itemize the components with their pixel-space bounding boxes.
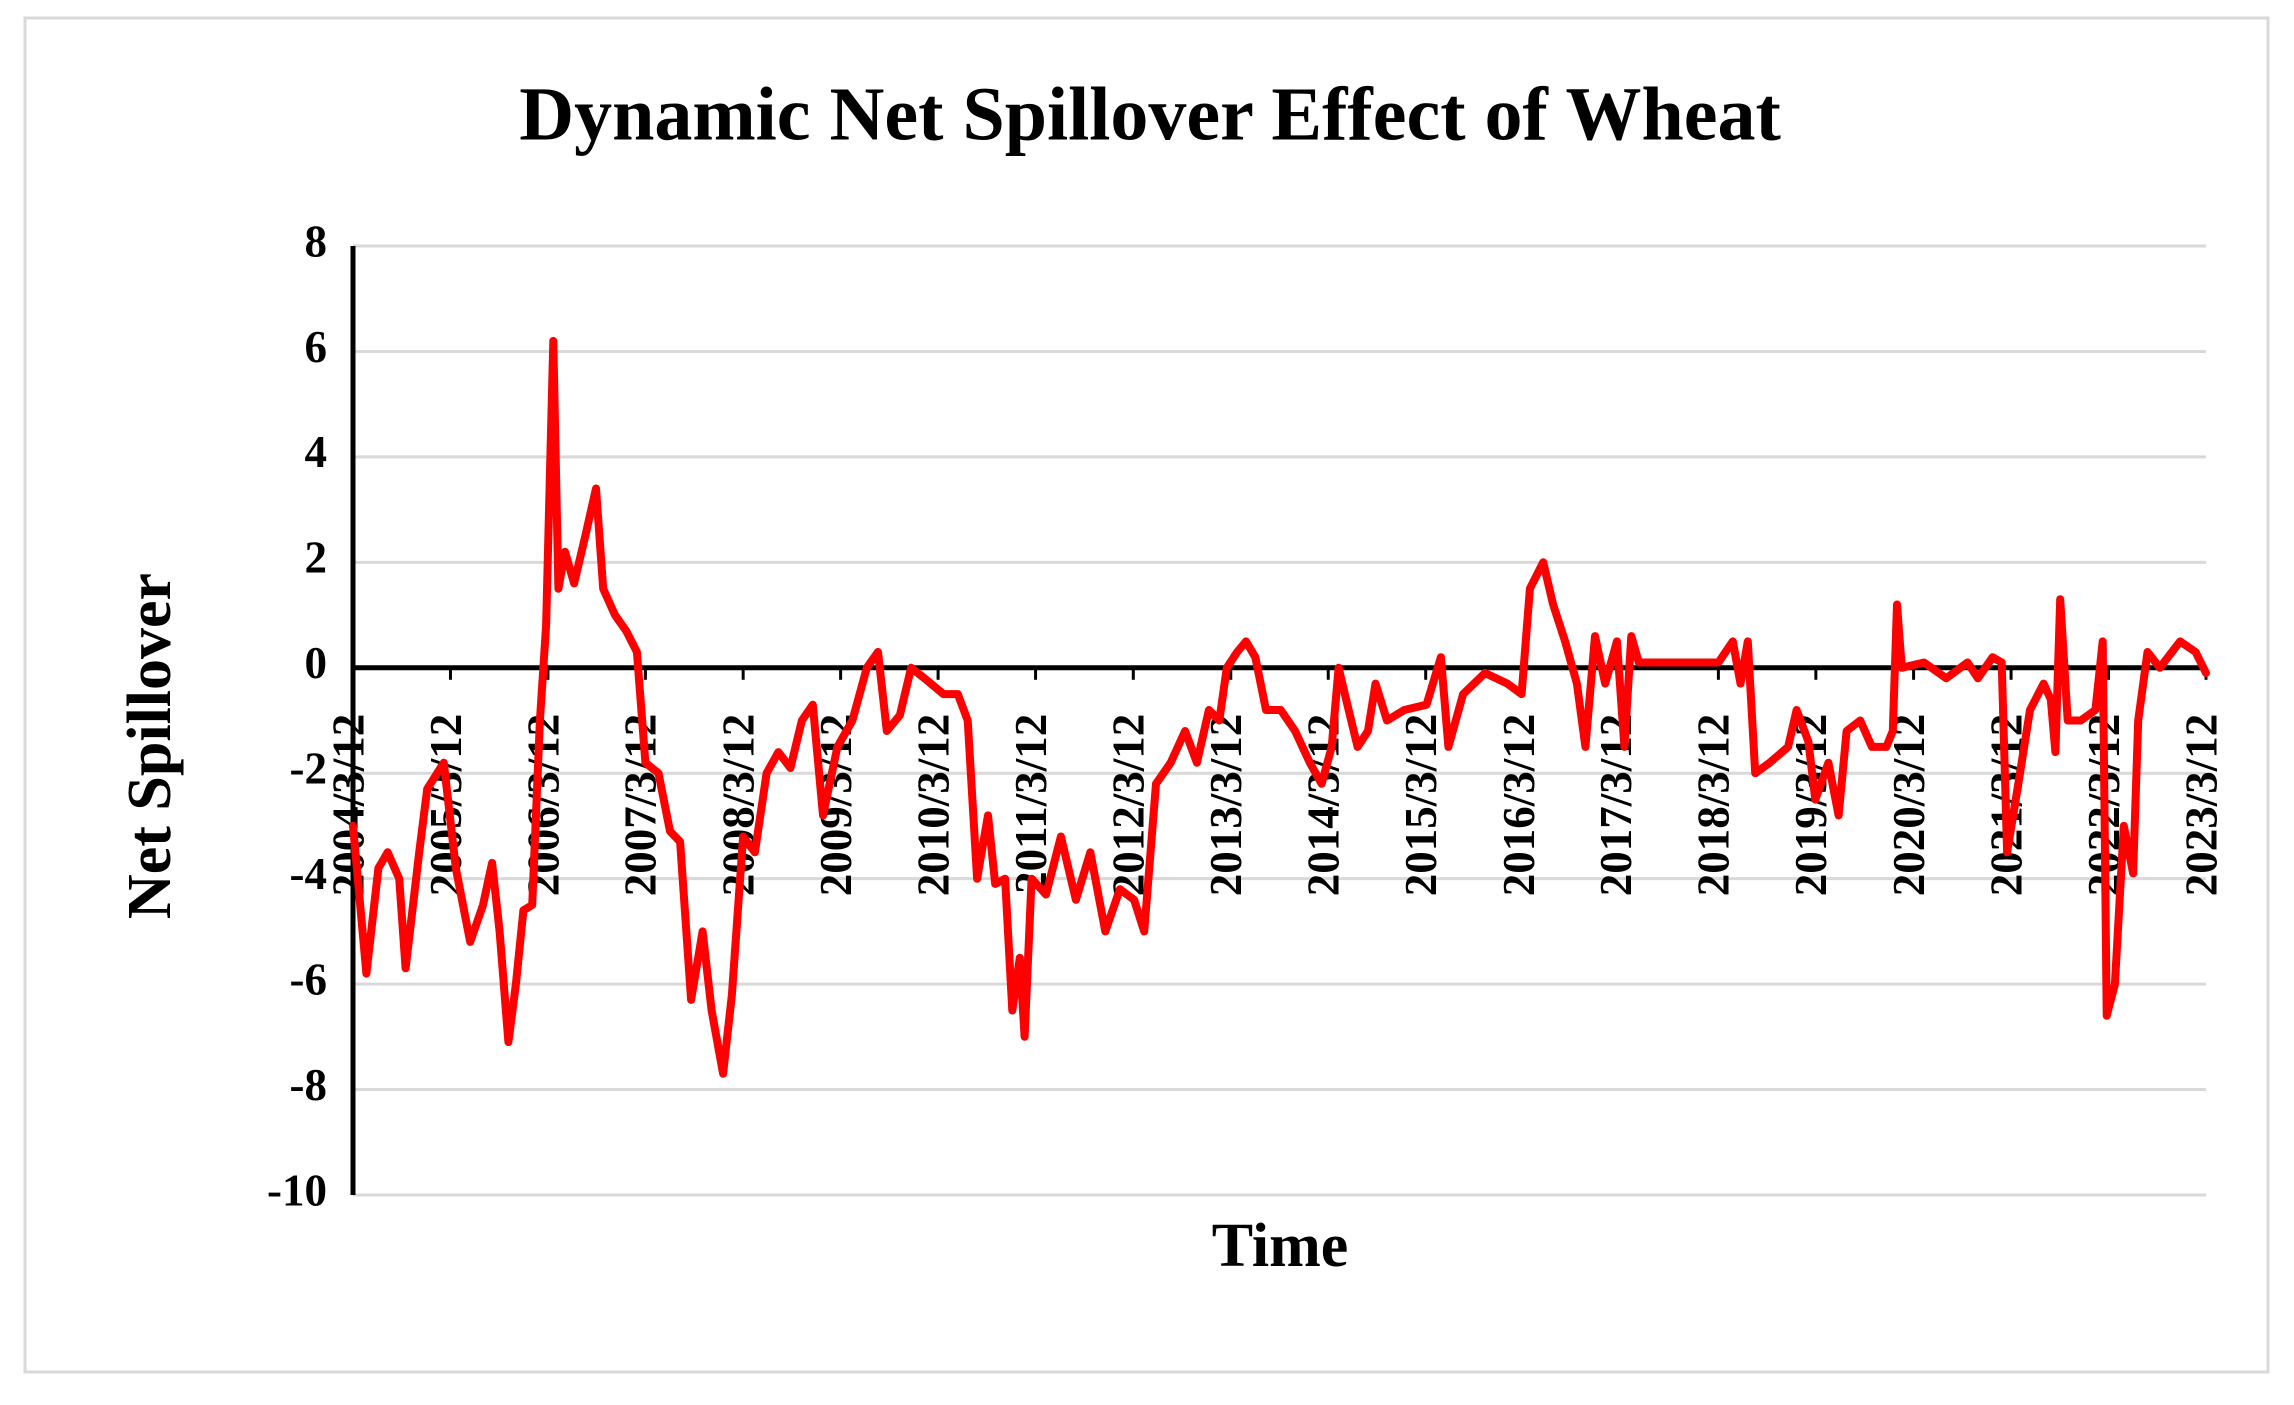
y-tick-label: 8 (305, 216, 328, 266)
y-tick-label: 0 (305, 638, 328, 688)
y-tick-label: 2 (305, 533, 328, 583)
x-tick-label: 2004/3/12 (323, 714, 373, 897)
x-tick-label: 2023/3/12 (2176, 714, 2226, 897)
x-tick-label: 2018/3/12 (1689, 714, 1739, 897)
x-tick-label: 2017/3/12 (1591, 714, 1641, 897)
y-tick-label: -10 (267, 1165, 327, 1215)
y-tick-label: 4 (305, 427, 328, 477)
y-axis-label: Net Spillover (116, 573, 184, 919)
x-tick-label: 2006/3/12 (518, 714, 568, 897)
chart-title: Dynamic Net Spillover Effect of Wheat (519, 72, 1781, 156)
y-tick-label: 6 (305, 322, 328, 372)
y-tick-label: -4 (290, 849, 328, 899)
x-axis-label: Time (1212, 1212, 1349, 1280)
x-tick-label: 2015/3/12 (1396, 714, 1446, 897)
y-tick-label: -6 (290, 954, 328, 1004)
x-tick-label: 2016/3/12 (1494, 714, 1544, 897)
x-tick-label: 2012/3/12 (1104, 714, 1154, 897)
x-tick-label: 2020/3/12 (1884, 714, 1934, 897)
y-tick-label: -2 (290, 744, 328, 794)
x-tick-label: 2010/3/12 (908, 714, 958, 897)
y-tick-label: -8 (290, 1060, 328, 1110)
x-tick-label: 2011/3/12 (1006, 714, 1056, 894)
data-line (349, 336, 2210, 1078)
chart-border (23, 16, 2270, 1374)
x-tick-label: 2014/3/12 (1299, 714, 1349, 897)
x-tick-label: 2013/3/12 (1201, 714, 1251, 897)
